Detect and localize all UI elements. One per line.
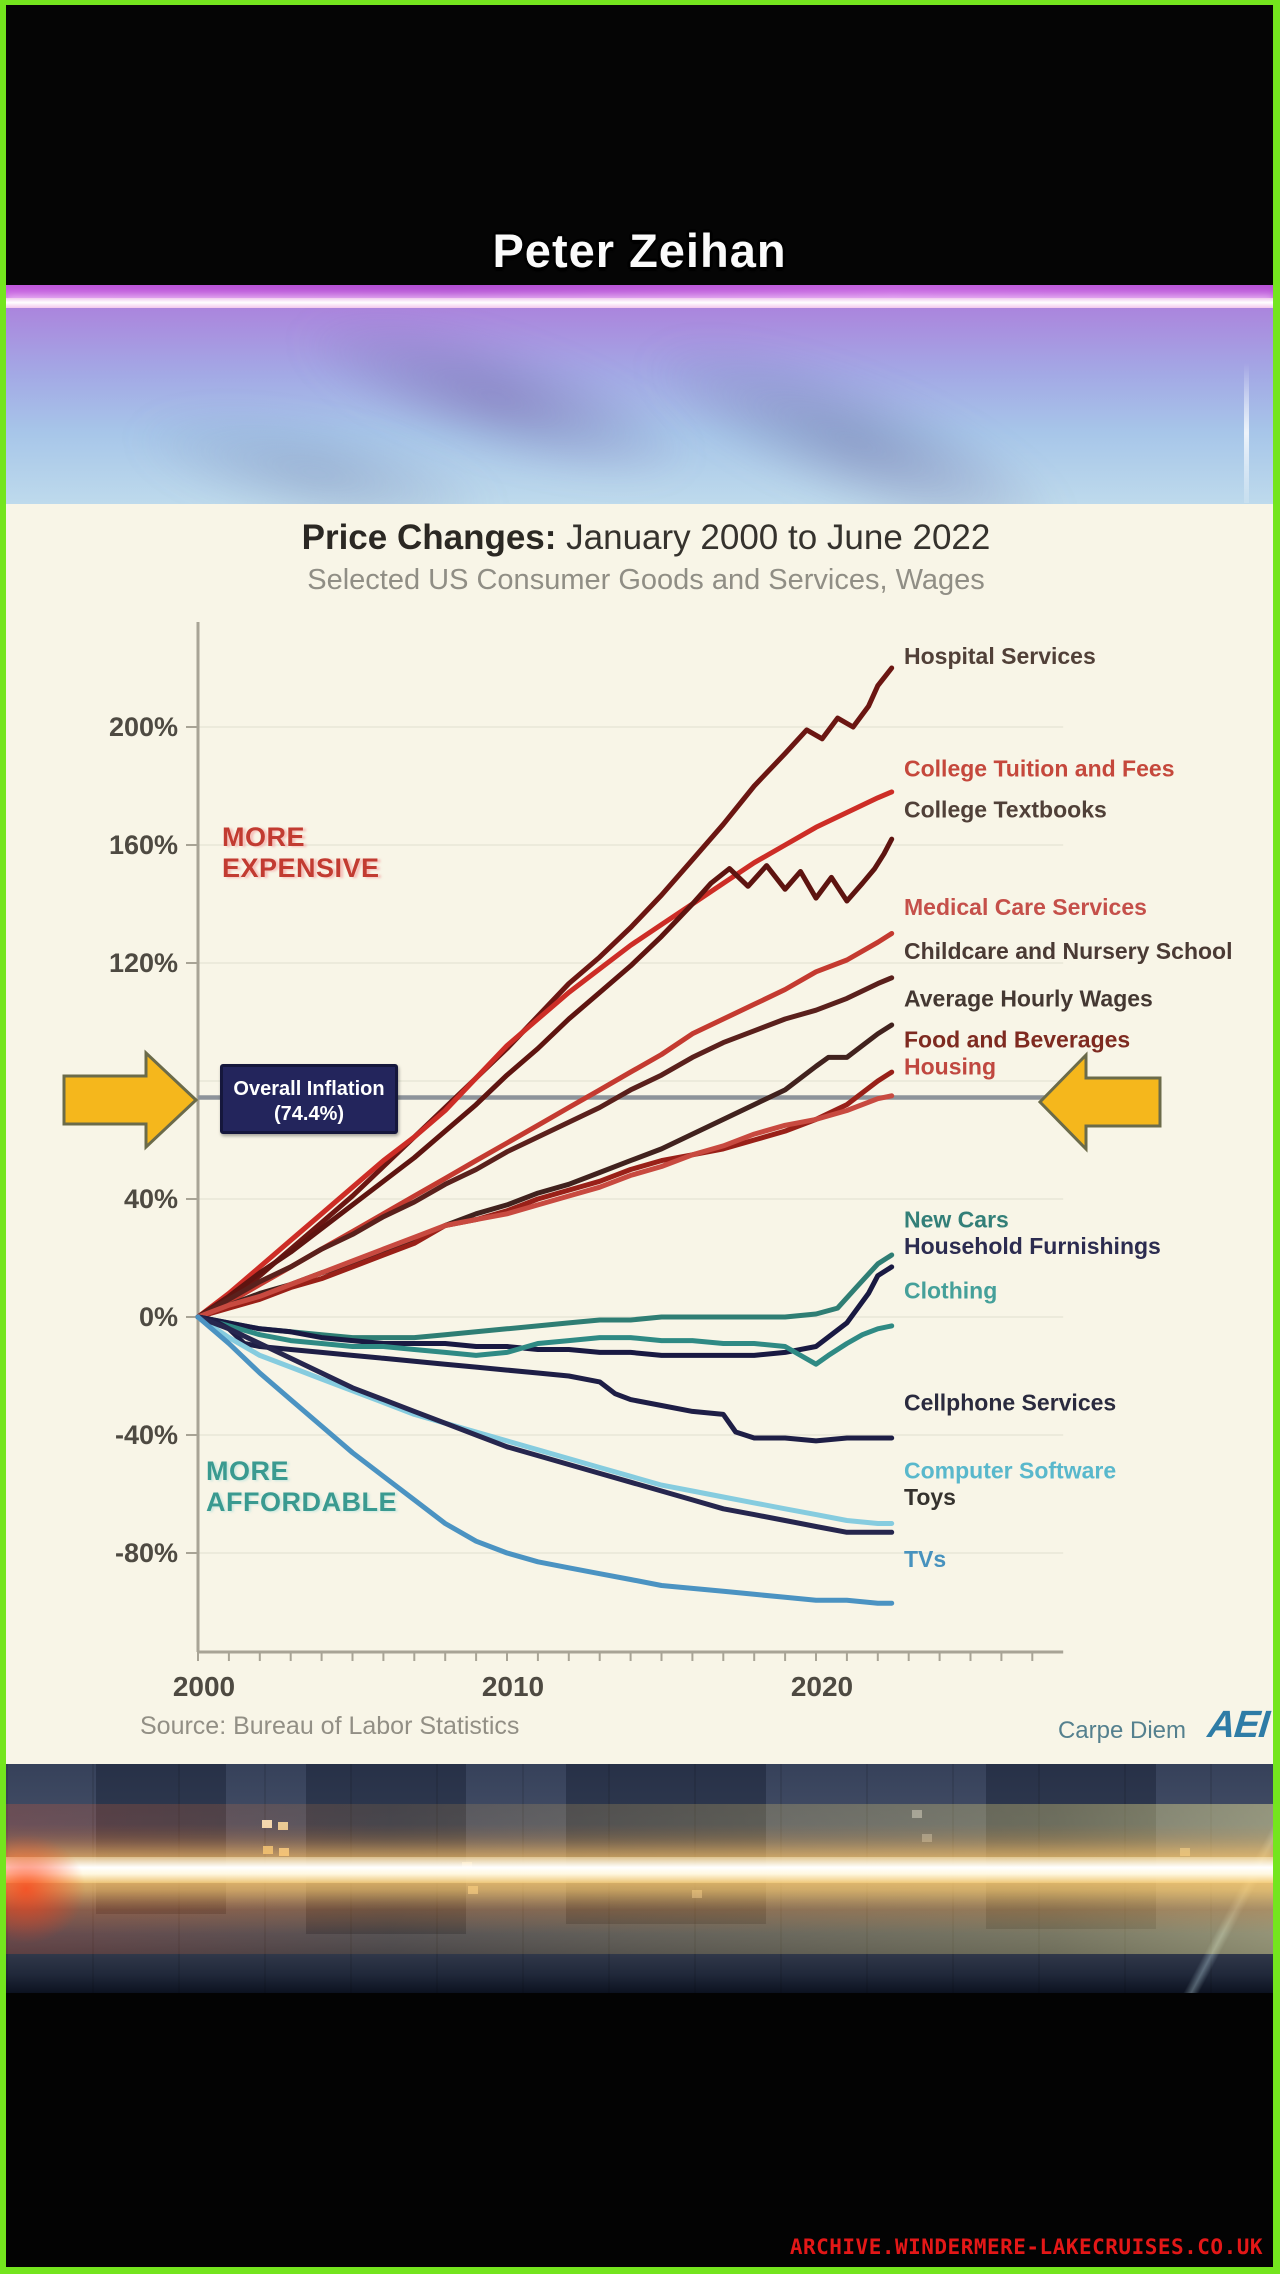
series-line-food-and-beverages [195,1069,895,1320]
series-label-cellphone-services: Cellphone Services [904,1390,1116,1416]
chart-subtitle: Selected US Consumer Goods and Services,… [307,564,985,596]
light-pillar [1244,363,1249,503]
series-line-new-cars [195,1252,895,1341]
x-tick-label-2000: 2000 [173,1671,235,1702]
plot-svg: 200% 160% 120% 40% 0% -40% -80% 2000 2010 2020 Hos… [62,622,1232,1702]
series-line-computer-software [195,1314,895,1526]
speaker-name: Peter Zeihan [492,224,787,277]
y-tick-label-0: 0% [139,1302,178,1332]
price-changes-chart: Price Changes: January 2000 to June 2022… [6,504,1273,1764]
series-label-housing: Housing [904,1053,996,1079]
series-label-tvs: TVs [904,1546,946,1572]
series-line-household-furnishings [195,1264,895,1358]
highlight-arrow-left [62,1049,199,1151]
series-line-childcare-and-nursery-school [195,975,895,1320]
series-line-college-tuition-and-fees [195,789,895,1320]
magenta-strip [6,285,1273,298]
series-label-computer-software: Computer Software [904,1457,1116,1483]
overall-inflation-callout: Overall Inflation (74.4%) [220,1064,398,1134]
series-line-tvs [195,1314,895,1606]
series-label-childcare-and-nursery-school: Childcare and Nursery School [904,938,1232,964]
chart-title-rest: January 2000 to June 2022 [556,518,991,557]
cloud-band [6,308,1273,504]
series-label-food-and-beverages: Food and Beverages [904,1027,1130,1053]
series-label-new-cars: New Cars [904,1207,1009,1233]
inflation-value: (74.4%) [273,1103,345,1125]
x-tick-label-2010: 2010 [482,1671,544,1702]
highlight-arrow-right [1037,1051,1162,1153]
y-tick-label-80: -80% [115,1538,178,1568]
watermark-url: ARCHIVE.WINDERMERE-LAKECRUISES.CO.UK [789,2235,1263,2259]
series-line-toys [195,1314,895,1535]
video-frame: Peter Zeihan Price Changes: January 2000… [6,5,1273,2267]
series-line-hospital-services [195,665,895,1320]
inflation-label: Overall Inflation [233,1078,385,1100]
bottom-black-band: ARCHIVE.WINDERMERE-LAKECRUISES.CO.UK [6,1993,1273,2267]
y-tick-label-160: 160% [109,830,178,860]
aei-logo: AEI [1205,1704,1271,1746]
cloud-wisp [618,308,1094,504]
white-light-streak [6,298,1273,308]
annotation-more-expensive: MORE EXPENSIVE [222,822,380,883]
y-tick-label-120: 120% [109,948,178,978]
series-line-housing [195,1093,895,1320]
horizontal-streak-core [6,1857,1273,1883]
x-tick-label-2020: 2020 [791,1671,853,1702]
series-label-college-tuition-and-fees: College Tuition and Fees [904,755,1175,781]
series-line-clothing [195,1314,895,1367]
credit-carpe-diem: Carpe Diem [1057,1717,1186,1744]
city-night-band [6,1764,1273,1993]
series-label-medical-care-services: Medical Care Services [904,894,1147,920]
series-label-hospital-services: Hospital Services [904,643,1096,669]
chart-title-bold: Price Changes: [301,518,557,557]
chart-title: Price Changes: January 2000 to June 2022 [6,518,1273,558]
annotation-more-affordable: MORE AFFORDABLE [206,1456,397,1517]
series-line-college-textbooks [195,836,895,1320]
top-black-band: Peter Zeihan [6,5,1273,285]
series-label-toys: Toys [904,1484,956,1510]
y-tick-label-40: -40% [115,1420,178,1450]
y-tick-label-40: 40% [124,1184,178,1214]
series-label-college-textbooks: College Textbooks [904,797,1107,823]
series-label-household-furnishings: Household Furnishings [904,1233,1161,1259]
y-tick-label-200: 200% [109,712,178,742]
series-line-cellphone-services [195,1314,895,1444]
source-note: Source: Bureau of Labor Statistics [140,1712,520,1740]
series-label-average-hourly-wages: Average Hourly Wages [904,985,1153,1011]
series-label-clothing: Clothing [904,1277,997,1303]
left-red-glow [6,1834,86,1944]
